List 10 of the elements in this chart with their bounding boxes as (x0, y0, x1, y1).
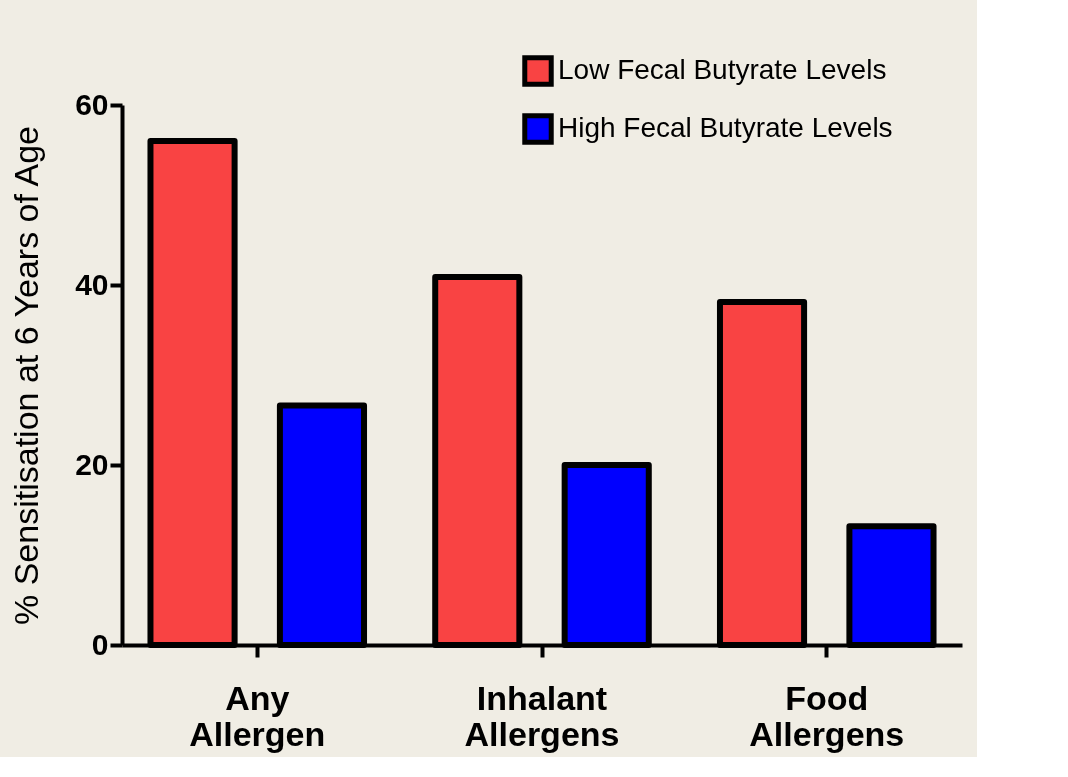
x-tick-label: Inhalant Allergens (464, 678, 620, 753)
legend-label: High Fecal Butyrate Levels (558, 112, 893, 143)
x-tick-label: Food Allergens (749, 678, 905, 753)
y-tick-label: 40 (75, 267, 109, 301)
y-tick-label: 60 (75, 87, 109, 121)
y-axis-title: % Sensitisation at 6 Years of Age (7, 125, 46, 626)
legend-label: Low Fecal Butyrate Levels (558, 54, 887, 85)
y-tick-label: 20 (75, 447, 109, 481)
y-tick-label: 0 (91, 627, 109, 661)
x-tick-label: Any Allergen (189, 678, 326, 753)
